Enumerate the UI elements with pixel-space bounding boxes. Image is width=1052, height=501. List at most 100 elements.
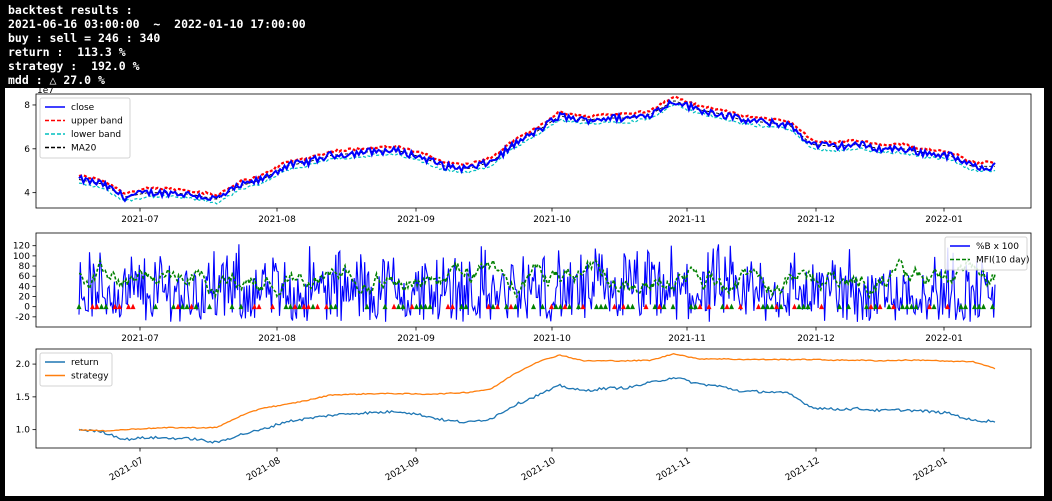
buy-marker [418,303,424,310]
buy-marker [463,303,469,310]
y-tick-label: 100 [13,252,30,262]
sell-marker [549,303,554,310]
buy-marker [909,303,914,310]
sell-marker [315,303,320,310]
series-strategy [78,353,996,432]
buy-marker [688,303,694,310]
sell-marker [580,303,586,310]
legend-box [39,97,131,159]
series-percent-b [78,244,996,322]
buy-marker [990,303,995,310]
y-tick-label: 20 [19,293,31,303]
buy-marker [310,303,316,310]
x-tick-label: 2021-12 [784,456,822,483]
sell-marker [819,303,824,310]
buy-marker [837,303,842,310]
buy-marker [490,303,496,310]
buy-marker [328,303,334,310]
buy-marker [652,303,658,310]
axis-offset-label: 1e7 [37,88,54,96]
buy-marker [846,303,851,310]
indicator-legend: %B x 100 MFI(10 day) [944,236,1030,271]
axes-frame-3 [35,348,1032,449]
x-tick-label: 2021-11 [668,334,706,344]
series-lower-band [78,103,996,205]
sell-marker [486,303,491,310]
sell-marker [252,303,257,310]
x-tick-label: 2022-01 [925,334,963,344]
sell-marker [301,303,307,310]
sell-marker [391,303,397,310]
series-ma20 [78,100,995,200]
x-tick-label: 2021-10 [533,334,571,344]
buy-marker [423,303,428,310]
axes-frame-1 [35,93,1032,209]
y-tick-label: 1.5 [16,393,30,403]
terminal-line-trades: buy : sell = 246 : 340 [8,31,161,45]
buy-marker [297,303,302,310]
sell-marker [94,303,100,310]
x-tick-label: 2021-10 [520,456,558,484]
buy-marker [796,303,802,310]
x-tick-label: 2021-09 [397,215,435,225]
buy-marker [459,303,464,310]
performance-legend: return strategy [39,352,113,387]
buy-marker [153,303,158,310]
sell-marker [612,303,617,310]
sell-marker [945,303,950,310]
terminal-output: backtest results : 2021-06-16 03:00:00 ~… [8,3,306,87]
x-tick-label: 2021-08 [258,215,296,225]
y-tick-label: 8 [24,101,30,111]
series-return [78,376,996,444]
sell-marker [868,303,874,310]
sell-marker [175,303,181,310]
buy-marker [886,303,892,310]
buy-marker [976,303,982,310]
buy-marker [670,303,676,310]
y-tick-label: 1.0 [16,426,31,436]
buy-marker [427,303,433,310]
terminal-line-period: 2021-06-16 03:00:00 ~ 2022-01-10 17:00:0… [8,17,306,31]
sell-marker [117,303,122,310]
sell-marker [877,303,883,310]
buy-marker [594,303,599,310]
x-tick-label: 2021-07 [121,334,159,344]
buy-marker [333,303,338,310]
terminal-line-return: return : 113.3 % [8,45,126,59]
buy-marker [963,303,968,310]
buy-marker [229,303,235,310]
legend-label: upper band [71,117,123,127]
x-tick-label: 2021-07 [121,215,159,225]
axes-frame-2 [35,232,1032,328]
legend-label: %B x 100 [976,242,1019,252]
buy-marker [504,303,509,310]
buy-marker [553,303,559,310]
sell-marker [697,303,703,310]
sell-marker [756,303,761,310]
y-tick-label: 60 [19,272,31,282]
buy-marker [382,303,388,310]
x-tick-label: 2022-01 [925,215,963,225]
y-tick-label: -20 [15,313,30,323]
buy-marker [630,303,635,310]
legend-label: close [71,103,95,113]
x-tick-label: 2021-09 [384,456,422,484]
sell-marker [292,303,298,310]
sell-marker [324,303,329,310]
buy-marker [625,303,631,310]
buy-marker [769,303,775,310]
buy-marker [981,303,986,310]
sell-marker [445,303,451,310]
y-tick-label: 6 [24,145,30,155]
sell-marker [724,303,730,310]
sell-marker [126,303,131,310]
buy-marker [531,303,536,310]
sell-marker [643,303,649,310]
buy-marker [180,303,185,310]
sell-marker [927,303,932,310]
sell-marker [774,303,779,310]
sell-marker [706,303,712,310]
buy-marker [873,303,878,310]
x-tick-label: 2021-07 [108,456,146,483]
sell-marker [495,303,500,310]
